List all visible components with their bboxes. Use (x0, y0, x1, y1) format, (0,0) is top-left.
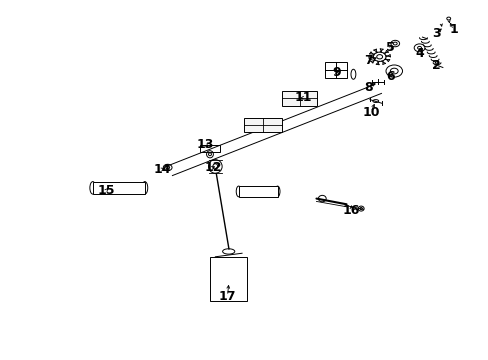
Polygon shape (244, 118, 282, 132)
Bar (93, 181, 144, 194)
Bar (238, 186, 277, 197)
Polygon shape (282, 91, 317, 106)
Text: 5: 5 (385, 41, 394, 54)
Text: 6: 6 (385, 70, 394, 83)
Bar (210, 257, 246, 301)
Text: 4: 4 (414, 47, 423, 60)
Text: 17: 17 (218, 289, 236, 303)
Text: 12: 12 (203, 161, 221, 174)
Text: 15: 15 (97, 184, 115, 197)
Text: 8: 8 (364, 81, 372, 94)
Text: 3: 3 (431, 27, 440, 40)
Text: 11: 11 (293, 91, 311, 104)
Text: 7: 7 (364, 54, 372, 67)
Text: 16: 16 (342, 204, 360, 217)
Text: 2: 2 (431, 59, 440, 72)
Text: 10: 10 (362, 105, 379, 119)
Text: 14: 14 (153, 163, 170, 176)
Text: 13: 13 (197, 138, 214, 151)
Text: 9: 9 (332, 66, 341, 79)
Text: 1: 1 (448, 23, 457, 36)
